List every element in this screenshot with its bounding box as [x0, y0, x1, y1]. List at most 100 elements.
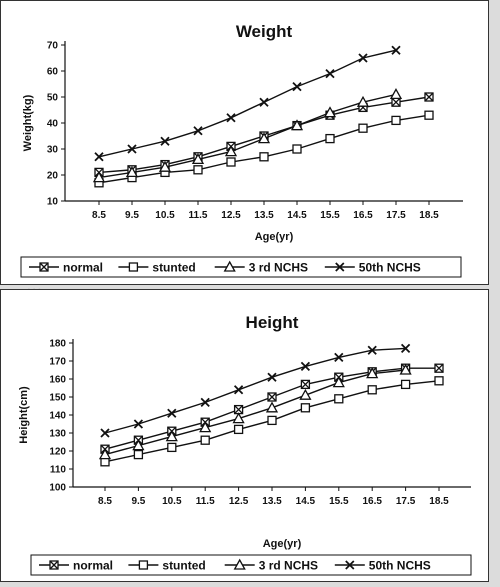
weight-legend-item-50th-nchs: 50th NCHS: [324, 261, 421, 275]
height-legend: normal stunted 3 rd NCHS 50th NCHS: [30, 554, 472, 576]
height-legend-item-3-rd-nchs: 3 rd NCHS: [224, 558, 318, 573]
weight-series-stunted-point: [424, 110, 434, 120]
height-series-50th-nchs: [100, 343, 411, 438]
weight-legend-item-stunted-label: stunted: [152, 261, 195, 275]
weight-series-3-rd-nchs-line: [98, 93, 397, 179]
height-series-stunted-point: [334, 394, 344, 404]
height-x-tick-label: 10.5: [162, 496, 182, 507]
weight-series-stunted: [94, 110, 434, 188]
height-series-stunted-point-box: [133, 449, 144, 460]
height-legend-item-stunted-label: stunted: [162, 559, 205, 573]
weight-series-50th-nchs-point: [160, 136, 170, 146]
height-series-50th-nchs-point: [300, 361, 311, 372]
height-legend-item-normal: normal: [39, 559, 113, 573]
weight-x-tick-label: 8.5: [92, 210, 106, 221]
height-legend-item-50th-nchs: 50th NCHS: [334, 559, 431, 573]
height-legend-item-50th-nchs-marker: [345, 560, 355, 570]
height-x-tick-label: 16.5: [362, 496, 382, 507]
height-series-stunted-point-box: [233, 424, 244, 435]
weight-series-3-rd-nchs-point: [257, 132, 271, 144]
height-series-stunted-point-box: [267, 415, 277, 426]
weight-series-stunted-point-box: [226, 157, 236, 167]
height-series-stunted-point: [300, 403, 311, 413]
weight-x-tick-label: 12.5: [221, 210, 241, 221]
height-series-stunted-point-box: [334, 394, 344, 404]
weight-series-50th-nchs-point: [94, 152, 104, 162]
height-y-axis-label: Height(cm): [18, 386, 30, 444]
weight-series-3-rd-nchs-point: [356, 95, 370, 107]
height-series-stunted: [100, 376, 444, 467]
height-y-tick-label: 100: [49, 483, 66, 494]
weight-legend-item-normal-label: normal: [63, 261, 103, 275]
height-series-3-rd-nchs-point: [299, 388, 312, 400]
weight-chart-panel: Weight 10 20 30 40 50 60 70 8.5 9.5 10.5 11.5 12.5 13…: [0, 0, 489, 285]
height-series-stunted-point-box: [300, 403, 311, 413]
height-series-normal-point-cross: [234, 405, 244, 415]
weight-legend-item-3-rd-nchs-marker: [223, 260, 236, 272]
weight-series-stunted-point-box: [325, 133, 335, 144]
height-x-tick-label: 14.5: [296, 496, 316, 507]
weight-series-stunted-point: [391, 115, 401, 126]
height-y-tick-label: 170: [49, 357, 66, 368]
weight-series-stunted-point-box: [259, 152, 269, 162]
weight-x-tick-label: 16.5: [353, 210, 373, 221]
height-x-tick-label: 15.5: [329, 496, 349, 507]
height-series-3-rd-nchs-point: [399, 363, 412, 375]
height-chart: Height 100 110 120 130 140 150 160 170 180 8.5 9.5 1…: [18, 313, 472, 576]
height-legend-item-normal-marker-cross: [49, 560, 59, 570]
weight-legend-item-stunted-marker: [128, 262, 139, 272]
height-series-stunted-point-box: [400, 379, 411, 390]
weight-series-stunted-point: [226, 157, 236, 167]
weight-y-tick-label: 20: [47, 171, 59, 182]
height-series-50th-nchs-point: [400, 343, 411, 354]
weight-series-3-rd-nchs-point: [191, 153, 205, 165]
weight-series-stunted-point: [325, 133, 335, 144]
weight-legend-item-50th-nchs-marker: [335, 262, 345, 272]
height-y-tick-label: 150: [49, 393, 66, 404]
weight-series-stunted-point: [358, 123, 368, 133]
height-y-tick-label: 180: [49, 339, 66, 350]
weight-x-tick-label: 10.5: [155, 210, 175, 221]
weight-x-tick-label: 15.5: [320, 210, 340, 221]
height-series-stunted-point-box: [434, 376, 444, 386]
height-x-tick-label: 18.5: [429, 496, 449, 507]
height-legend-item-normal-label: normal: [73, 559, 113, 573]
weight-series-50th-nchs-point: [358, 53, 368, 63]
height-series-50th-nchs-point: [200, 397, 210, 408]
height-y-tick-label: 130: [49, 429, 66, 440]
weight-series-stunted-point: [259, 152, 269, 162]
height-series-stunted-point: [167, 442, 177, 453]
height-series-3-rd-nchs: [98, 363, 412, 460]
weight-legend-item-50th-nchs-label: 50th NCHS: [359, 261, 421, 275]
height-series-3-rd-nchs-point: [165, 430, 178, 442]
height-series-3-rd-nchs-point: [232, 412, 245, 424]
height-x-tick-label: 8.5: [98, 496, 112, 507]
height-series-3-rd-nchs-point: [366, 367, 379, 379]
height-series-stunted-point: [200, 435, 210, 445]
weight-series-stunted-point: [292, 144, 302, 154]
height-series-normal-point-cross: [434, 363, 444, 373]
weight-y-tick-label: 50: [47, 93, 59, 104]
height-legend-item-3-rd-nchs-marker: [233, 558, 246, 570]
height-series-3-rd-nchs-point: [132, 439, 145, 451]
weight-series-stunted-point-box: [424, 110, 434, 120]
height-series-stunted-point: [267, 415, 277, 426]
height-series-stunted-point: [133, 449, 144, 460]
height-series-normal-point: [434, 363, 444, 373]
height-series-3-rd-nchs-line: [104, 369, 406, 456]
height-x-tick-label: 13.5: [262, 496, 282, 507]
weight-series-50th-nchs: [94, 45, 401, 162]
height-series-50th-nchs-point: [100, 428, 110, 438]
height-series-normal-point-cross: [267, 392, 277, 402]
height-series-50th-nchs-point: [367, 345, 377, 355]
height-series-50th-nchs-point: [334, 352, 344, 363]
weight-series-3-rd-nchs: [92, 88, 403, 183]
height-y-tick-label: 120: [49, 447, 66, 458]
height-legend-item-normal-marker: [49, 560, 59, 570]
height-series-50th-nchs-point: [267, 372, 277, 382]
weight-series-stunted-point-box: [391, 115, 401, 126]
weight-series-stunted-point-box: [358, 123, 368, 133]
weight-x-tick-label: 14.5: [287, 210, 307, 221]
weight-series-3-rd-nchs-point: [92, 171, 106, 183]
weight-legend-item-normal: normal: [29, 261, 103, 275]
